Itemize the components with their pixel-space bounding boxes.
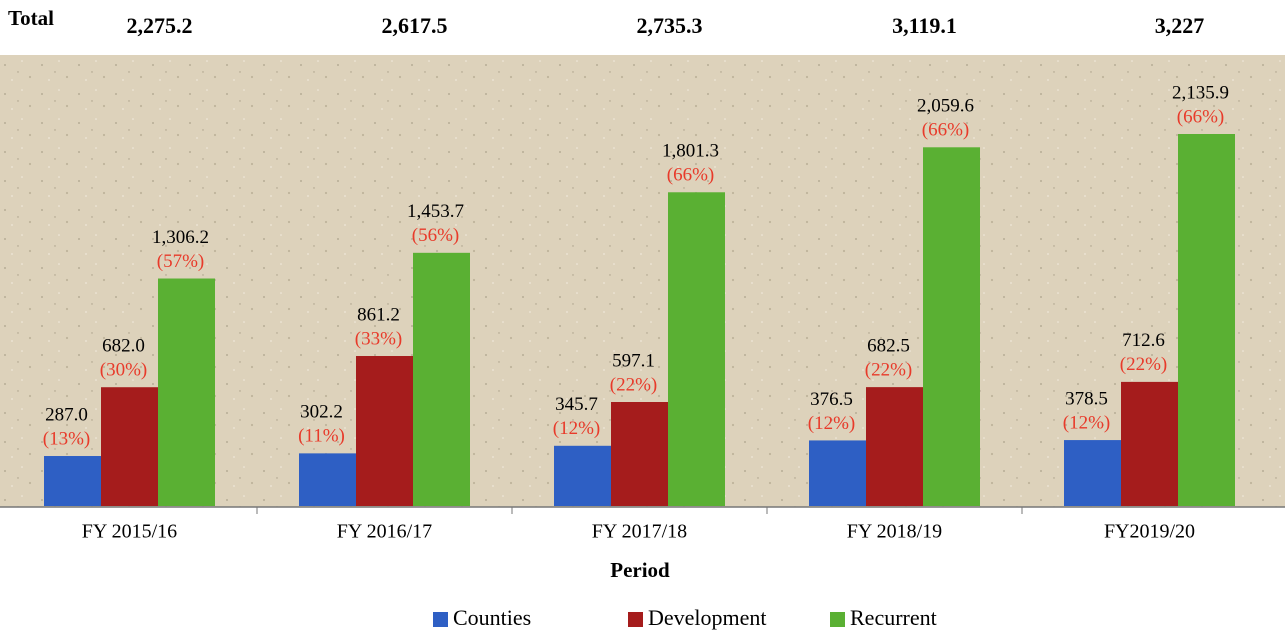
bar [101, 387, 158, 506]
total-label: 3,119.1 [892, 13, 957, 38]
share-label: (33%) [355, 328, 402, 349]
bar [44, 456, 101, 506]
value-label: 378.5 [1065, 388, 1108, 409]
x-tick-label: FY2019/20 [1104, 521, 1195, 543]
x-tick-label: FY 2016/17 [337, 521, 432, 543]
share-label: (13%) [43, 428, 90, 449]
legend-swatch [433, 612, 448, 627]
share-label: (66%) [667, 165, 714, 186]
value-label: 597.1 [612, 350, 655, 371]
bar [413, 252, 470, 506]
legend-swatch [830, 612, 845, 627]
value-label: 1,801.3 [662, 141, 719, 162]
value-label: 861.2 [357, 304, 400, 325]
value-label: 345.7 [555, 394, 598, 415]
bar [611, 402, 668, 506]
bar [923, 147, 980, 506]
share-label: (30%) [100, 360, 147, 381]
bar [299, 453, 356, 506]
bar [1064, 440, 1121, 506]
bar [1178, 134, 1235, 506]
x-tick-label: FY 2018/19 [847, 521, 942, 543]
bar [1121, 381, 1178, 506]
value-label: 682.5 [867, 335, 910, 356]
share-label: (66%) [1177, 106, 1224, 127]
bar [809, 440, 866, 506]
legend-swatch [628, 612, 643, 627]
bar [356, 356, 413, 506]
x-axis-label: Period [610, 558, 670, 582]
bar [554, 445, 611, 506]
x-tick-label: FY 2017/18 [592, 521, 687, 543]
share-label: (12%) [553, 418, 600, 439]
bar [866, 387, 923, 506]
share-label: (22%) [1120, 354, 1167, 375]
bar [158, 278, 215, 506]
value-label: 302.2 [300, 402, 343, 423]
share-label: (57%) [157, 251, 204, 272]
value-label: 1,306.2 [152, 227, 209, 248]
legend-label: Development [648, 605, 767, 630]
legend-label: Recurrent [850, 605, 937, 630]
share-label: (12%) [1063, 412, 1110, 433]
bar [668, 192, 725, 506]
total-label: 2,275.2 [127, 13, 193, 38]
total-label: 2,617.5 [382, 13, 448, 38]
total-label: 3,227 [1155, 13, 1205, 38]
value-label: 682.0 [102, 336, 145, 357]
share-label: (56%) [412, 225, 459, 246]
legend-label: Counties [453, 605, 531, 630]
share-label: (12%) [808, 413, 855, 434]
value-label: 287.0 [45, 404, 88, 425]
value-label: 1,453.7 [407, 201, 464, 222]
total-label: 2,735.3 [637, 13, 703, 38]
share-label: (66%) [922, 120, 969, 141]
share-label: (11%) [298, 426, 345, 447]
share-label: (22%) [610, 374, 657, 395]
totals-title: Total [8, 6, 54, 30]
value-label: 712.6 [1122, 330, 1165, 351]
value-label: 376.5 [810, 389, 853, 410]
share-label: (22%) [865, 359, 912, 380]
value-label: 2,135.9 [1172, 82, 1229, 103]
value-label: 2,059.6 [917, 96, 974, 117]
x-tick-label: FY 2015/16 [82, 521, 177, 543]
